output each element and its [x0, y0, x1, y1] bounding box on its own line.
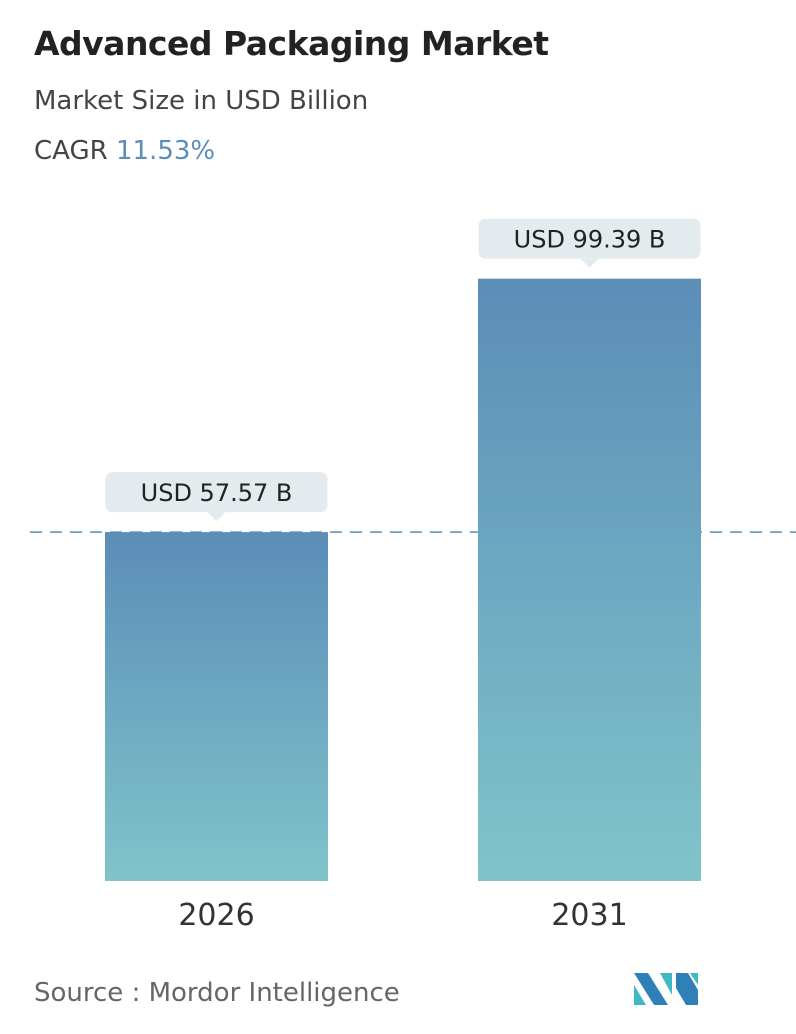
cagr-value: 11.53% — [115, 136, 216, 166]
x-tick-label: 2031 — [551, 898, 627, 933]
data-label-pointer — [207, 512, 226, 522]
x-tick-label: 2026 — [178, 898, 254, 933]
cagr-label: CAGR — [34, 136, 108, 166]
cagr: CAGR 11.53% — [34, 136, 215, 166]
data-label-bubble — [105, 472, 328, 513]
data-label-pointer — [580, 258, 599, 268]
source-text: Source : Mordor Intelligence — [34, 978, 400, 1008]
chart-title: Advanced Packaging Market — [34, 24, 549, 63]
data-label: USD 57.57 B — [141, 479, 293, 507]
bar-2026 — [105, 532, 328, 881]
data-label: USD 99.39 B — [514, 226, 666, 254]
data-label-bubble — [478, 218, 701, 259]
chart-subtitle: Market Size in USD Billion — [34, 86, 369, 116]
bar-2031 — [478, 278, 701, 881]
